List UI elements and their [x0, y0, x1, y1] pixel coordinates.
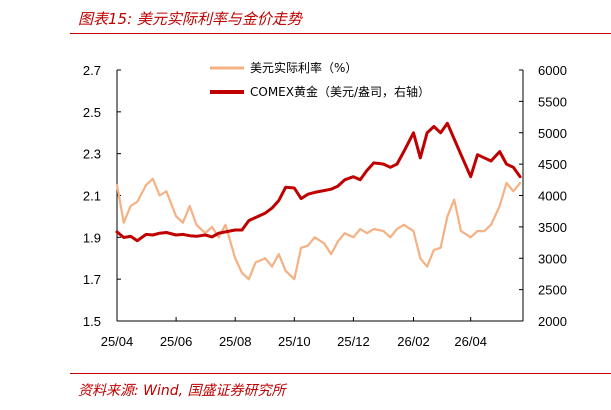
chart-axes: 1.5 1.7 1.9 2.1 2.3 2.5 2.7 2000 2500 3000 3500 400… [83, 63, 567, 349]
left-tick-label: 1.9 [83, 230, 101, 245]
gold-price-series-line [115, 121, 522, 243]
x-tick-label: 25/04 [101, 334, 134, 349]
chart-legend: 美元实际利率（%） COMEX黄金（美元/盎司，右轴） [210, 60, 430, 99]
figure-source: 资料来源: Wind, 国盛证券研究所 [78, 383, 286, 399]
right-tick-label: 5500 [538, 94, 567, 109]
legend-label-real-rate: 美元实际利率（%） [250, 60, 357, 75]
left-tick-label: 2.1 [83, 189, 101, 204]
x-tick-label: 25/06 [160, 334, 193, 349]
right-tick-label: 3500 [538, 220, 567, 235]
left-tick-label: 2.3 [83, 147, 101, 162]
right-tick-label: 2500 [538, 283, 567, 298]
right-tick-label: 6000 [538, 63, 567, 78]
x-tick-label: 25/08 [219, 334, 252, 349]
real-rate-series-line [115, 177, 522, 281]
right-tick-label: 2000 [538, 314, 567, 329]
left-tick-label: 2.7 [83, 63, 101, 78]
source-rule [70, 373, 611, 374]
x-tick-label: 25/10 [278, 334, 311, 349]
legend-label-gold: COMEX黄金（美元/盎司，右轴） [250, 84, 430, 99]
left-tick-label: 2.5 [83, 105, 101, 120]
left-tick-label: 1.7 [83, 272, 101, 287]
right-tick-label: 5000 [538, 126, 567, 141]
x-tick-label: 26/04 [454, 334, 487, 349]
chart-plot-area [115, 121, 522, 281]
x-tick-label: 25/12 [337, 334, 370, 349]
right-tick-label: 4000 [538, 189, 567, 204]
title-rule [70, 33, 611, 34]
right-tick-label: 3000 [538, 251, 567, 266]
x-tick-label: 26/02 [397, 334, 430, 349]
figure-title: 图表15: 美元实际利率与金价走势 [78, 10, 302, 28]
right-tick-label: 4500 [538, 157, 567, 172]
left-tick-label: 1.5 [83, 314, 101, 329]
